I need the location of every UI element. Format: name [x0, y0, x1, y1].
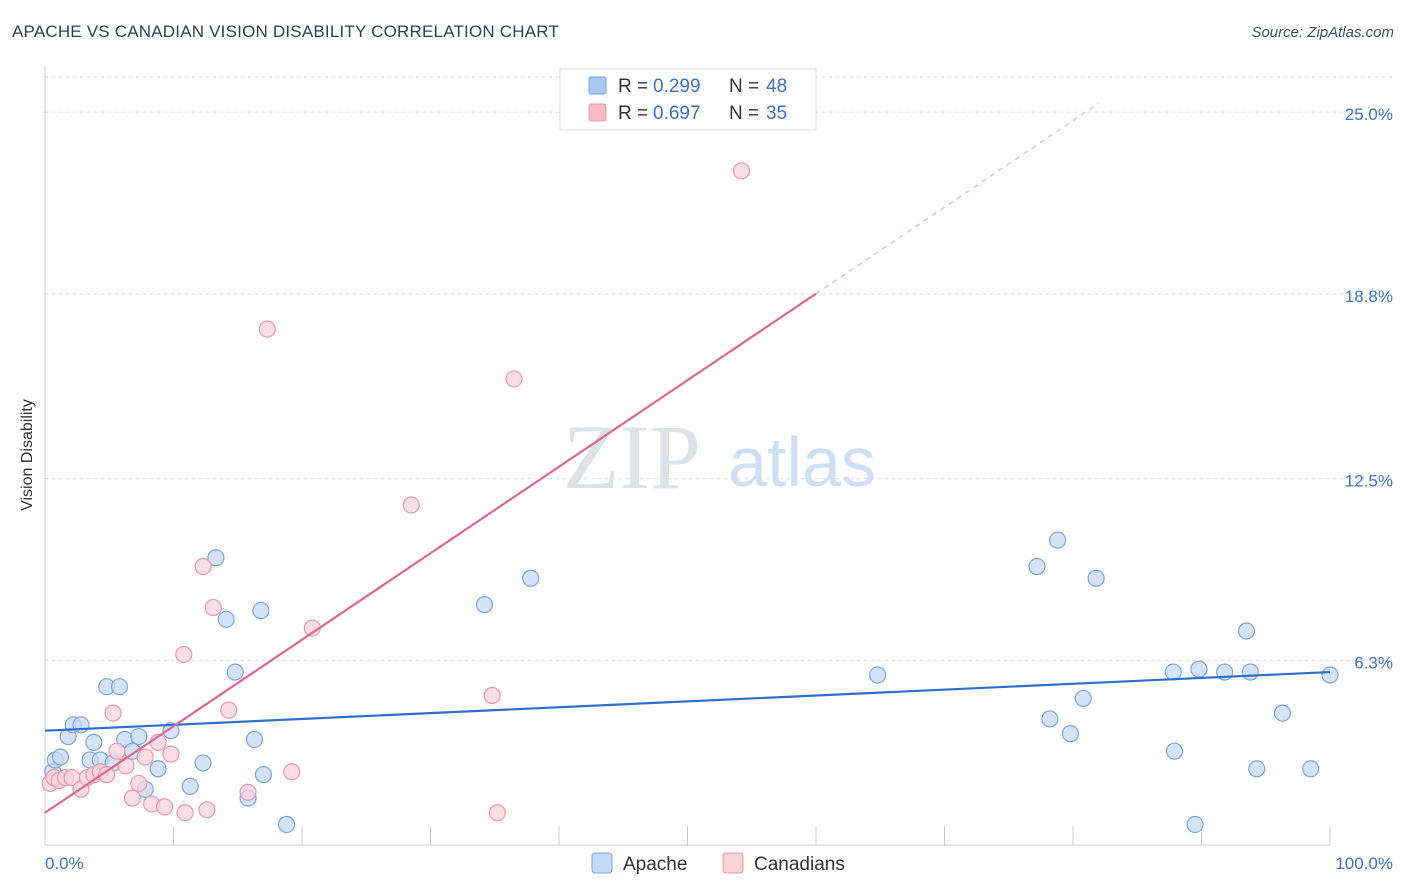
legend-apache-n-value: 48: [766, 76, 787, 97]
canadians-point: [117, 757, 135, 775]
y-tick-label: 25.0%: [1345, 105, 1393, 124]
canadians-point: [258, 320, 276, 338]
apache-point: [110, 678, 129, 696]
canadians-point: [220, 701, 238, 719]
canadians-point: [239, 783, 257, 801]
apache-point: [475, 596, 494, 614]
y-tick-label: 18.8%: [1345, 287, 1393, 306]
apache-point: [207, 549, 225, 567]
apache-point: [1237, 622, 1256, 640]
legend-bottom-apache-label: Apache: [623, 854, 687, 875]
apache-point: [1074, 689, 1092, 708]
legend-apache-swatch: [588, 76, 607, 95]
apache-point: [149, 760, 167, 778]
apache-point: [1041, 710, 1059, 728]
canadians-point: [175, 645, 193, 664]
legend-apache-r-label: R =: [618, 76, 648, 97]
watermark-zip: ZIP: [563, 406, 701, 508]
apache-point: [1190, 660, 1208, 678]
x-tick-label-max: 100.0%: [1335, 854, 1393, 873]
apache-point: [1321, 666, 1339, 684]
apache-point: [51, 748, 70, 766]
legend-bottom-apache-swatch: [591, 852, 613, 874]
apache-point: [1186, 815, 1204, 834]
legend-bottom-canadians-swatch: [722, 852, 744, 874]
apache-point: [1164, 663, 1182, 681]
canadians-point: [155, 798, 174, 816]
trend-lines: [44, 102, 1331, 814]
watermark-atlas: atlas: [728, 423, 876, 501]
legend-canadians-n-label: N =: [729, 103, 759, 124]
apache-point: [245, 730, 264, 749]
legend-top: R = 0.299 N = 48 R = 0.697 N = 35: [559, 68, 817, 131]
apache-point: [252, 601, 270, 620]
tick-labels: 6.3% 12.5% 18.8% 25.0% 0.0% 100.0%: [45, 105, 1393, 873]
apache-point: [522, 569, 540, 587]
canadians-point: [104, 704, 122, 722]
watermark: ZIP atlas: [563, 406, 876, 508]
apache-point: [1302, 760, 1320, 778]
canadians-point: [98, 766, 116, 784]
apache-point: [1241, 663, 1259, 681]
canadians-point: [204, 598, 222, 617]
legend-bottom: Apache Canadians: [591, 852, 845, 875]
apache-point: [1273, 704, 1292, 722]
canadians-point: [136, 748, 154, 766]
apache-point: [226, 663, 244, 681]
apache-point: [72, 716, 90, 734]
legend-canadians-swatch: [588, 103, 607, 122]
data-points: [41, 162, 1339, 834]
grid-lines: [45, 76, 1393, 661]
apache-point: [1165, 742, 1184, 760]
canadians-point: [488, 804, 506, 822]
apache-point: [869, 666, 887, 684]
canadians-point: [198, 801, 216, 819]
y-tick-label: 12.5%: [1345, 472, 1393, 491]
canadians-trend-line: [44, 292, 817, 814]
source-label: Source: ZipAtlas.com: [1251, 24, 1394, 41]
axes: [44, 66, 1331, 846]
apache-point: [217, 610, 235, 628]
legend-canadians-r-label: R =: [618, 103, 648, 124]
apache-point: [130, 727, 148, 746]
apache-point: [254, 766, 273, 784]
legend-bottom-canadians-label: Canadians: [754, 854, 845, 875]
canadians-point: [194, 557, 212, 576]
canadians-point: [505, 370, 523, 388]
y-tick-label: 6.3%: [1354, 653, 1393, 672]
canadians-point: [130, 774, 148, 793]
canadians-point: [402, 496, 420, 514]
apache-point: [85, 733, 103, 752]
apache-point: [1087, 569, 1105, 587]
x-tick-label-min: 0.0%: [45, 854, 84, 873]
canadians-point: [162, 745, 180, 763]
canadians-point: [108, 742, 126, 760]
chart-title: APACHE VS CANADIAN VISION DISABILITY COR…: [12, 22, 560, 41]
apache-point: [277, 815, 296, 834]
legend-canadians-r-value: 0.697: [653, 103, 701, 124]
canadians-point: [732, 162, 751, 180]
canadians-point: [123, 789, 141, 807]
canadians-point: [283, 763, 301, 781]
canadians-trend-extension: [815, 102, 1099, 295]
apache-point: [1028, 557, 1046, 576]
apache-point: [194, 754, 212, 772]
legend-apache-n-label: N =: [729, 76, 759, 97]
apache-trend-line: [44, 670, 1331, 732]
legend-canadians-n-value: 35: [766, 103, 787, 124]
apache-point: [181, 777, 199, 795]
apache-point: [1048, 531, 1067, 549]
legend-apache-r-value: 0.299: [653, 76, 701, 97]
apache-point: [1061, 725, 1080, 743]
apache-point: [162, 722, 180, 740]
canadians-point: [483, 686, 501, 705]
apache-point: [1248, 760, 1266, 778]
canadians-point: [176, 804, 194, 822]
